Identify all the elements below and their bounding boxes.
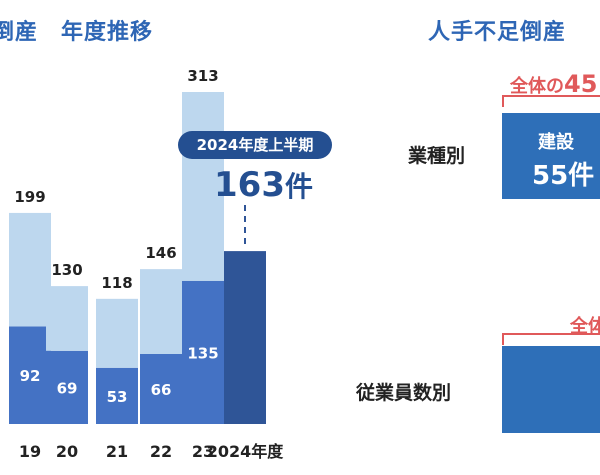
callout-value-unit: 件	[284, 170, 313, 203]
x-tick-22: 22	[150, 442, 172, 461]
industry-share-bracket	[502, 95, 600, 107]
bar-total-label-22: 146	[145, 244, 176, 262]
bar-lower-22	[140, 353, 182, 424]
bar-upper-23	[182, 92, 224, 281]
bar-inner-label-21: 53	[107, 388, 128, 406]
bar-inner-label-20: 69	[57, 379, 78, 397]
bar-upper-19	[9, 212, 51, 327]
callout-value: 163件	[214, 165, 313, 205]
x-tick-2024年度: 2024年度	[207, 442, 285, 461]
bar-lower-21	[96, 367, 138, 424]
bar-upper-21	[96, 298, 138, 368]
industry-box-value: 55件	[532, 161, 595, 191]
bar-inner-label-22: 66	[151, 381, 172, 399]
bar-lower-19	[9, 326, 51, 424]
employees-label: 従業員数別	[356, 382, 452, 404]
x-tick-23: 23	[192, 442, 214, 461]
bar-total-label-20: 130	[51, 261, 82, 279]
x-tick-20: 20	[56, 442, 78, 461]
bar-lower-20	[46, 350, 88, 424]
x-tick-21: 21	[106, 442, 128, 461]
employees-share: 全体	[570, 316, 600, 337]
bar-total-label-21: 118	[101, 274, 132, 292]
right-panel-title: 人手不足倒産	[428, 20, 567, 45]
industry-label: 業種別	[408, 145, 466, 167]
x-tick-19: 19	[19, 442, 41, 461]
bar-upper-20	[46, 286, 88, 351]
bar-total-label-23: 313	[187, 67, 218, 85]
industry-share-value: 45	[564, 70, 598, 98]
chart-title: 倒産 年度推移	[0, 20, 154, 45]
callout-value-number: 163	[214, 165, 285, 205]
callout-period-label: 2024年度上半期	[178, 131, 332, 159]
industry-share: 全体の45	[510, 70, 597, 98]
employees-share-bracket	[502, 333, 600, 345]
industry-box: 建設 55件	[502, 113, 600, 199]
industry-share-prefix: 全体の	[510, 76, 564, 97]
industry-box-title: 建設	[538, 132, 574, 153]
bar-total-label-19: 199	[14, 188, 45, 206]
bar-upper-22	[140, 269, 182, 354]
employees-box	[502, 346, 600, 433]
bar-inner-label-19: 92	[20, 367, 41, 385]
bar-lower-23	[182, 280, 224, 424]
bar-inner-label-23: 135	[187, 344, 218, 362]
bar-lower-2024年度	[224, 251, 266, 424]
